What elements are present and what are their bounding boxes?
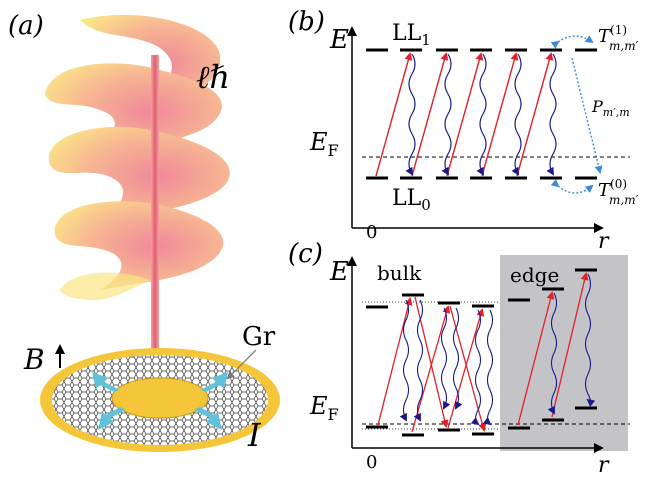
absorption-arrow: [481, 52, 519, 177]
field-label: B: [23, 343, 45, 376]
current-arrow: [194, 407, 222, 430]
graphene-disk: [40, 348, 280, 452]
emission-wave: [482, 309, 494, 426]
current-label: I: [247, 416, 262, 454]
emission-wave: [405, 53, 416, 176]
current-arrow: [200, 372, 228, 392]
origin-label: 0: [366, 222, 377, 243]
emission-wave: [476, 53, 487, 176]
emission-wave: [546, 53, 557, 176]
helix-lobe: [60, 272, 150, 300]
panel-b-label: (b): [288, 7, 325, 37]
fermi-label: EF: [309, 392, 339, 424]
emission-wave: [470, 309, 482, 426]
panel-c: (c) E r 0 bulk edge EF: [288, 239, 630, 478]
inner-contact: [111, 377, 209, 419]
absorption-arrow: [375, 52, 413, 177]
panel-a: (a) ℓℏ Gr: [8, 11, 280, 454]
absorption-arrows: [375, 52, 554, 177]
emission-wave: [547, 292, 558, 415]
ll1-label: LL1: [392, 21, 431, 49]
absorption-arrow: [447, 308, 485, 429]
helix-lobe: [48, 126, 230, 225]
scattering-arrows: [550, 35, 603, 194]
bulk-label: bulk: [377, 261, 422, 285]
intra-ll0-scattering: [550, 179, 594, 194]
p-label: Pm′,m: [591, 97, 630, 119]
fermi-label: EF: [309, 128, 339, 160]
edge-label: edge: [510, 263, 559, 287]
panel-c-label: (c): [288, 239, 323, 269]
emission-waves: [405, 53, 557, 176]
graphene-pointer: [226, 349, 257, 380]
emission-wave: [452, 307, 463, 410]
oam-label: ℓℏ: [196, 58, 230, 96]
energy-axis-label: E: [329, 257, 349, 287]
absorption-arrow: [411, 52, 449, 177]
energy-axis-label: E: [329, 25, 349, 55]
bulk-absorption-arrows: [377, 296, 487, 433]
origin-label: 0: [366, 452, 377, 473]
edge-emission-waves: [547, 273, 596, 415]
absorption-arrow: [551, 272, 589, 418]
current-arrow: [92, 372, 120, 392]
current-arrows: [92, 372, 228, 430]
edge-levels: [508, 268, 597, 430]
absorption-arrow: [446, 52, 484, 177]
emission-wave: [511, 53, 522, 176]
emission-wave: [440, 307, 451, 410]
absorption-arrow: [517, 291, 555, 426]
graphene-label: Gr: [242, 322, 276, 352]
helix-lobe: [54, 201, 224, 290]
emission-wave: [441, 53, 452, 176]
emission-wave: [413, 299, 424, 422]
helical-beam: [45, 14, 230, 300]
panel-b: (b) E r 0 EF LL1 LL: [288, 7, 639, 254]
panel-a-label: (a): [8, 11, 44, 41]
helix-lobe: [45, 63, 222, 160]
ll0-label: LL0: [392, 186, 431, 214]
light-beam: [151, 55, 159, 355]
inter-ll-scattering: [571, 57, 603, 174]
t1-label: T(1) m,m′: [598, 23, 639, 53]
absorption-arrow: [377, 297, 413, 426]
intra-ll1-scattering: [550, 35, 594, 49]
position-axis-label: r: [598, 229, 610, 254]
position-axis-label: r: [598, 453, 610, 478]
emission-wave: [399, 299, 410, 422]
edge-absorption-arrows: [517, 272, 589, 426]
bulk-levels: [366, 293, 494, 437]
emission-wave: [584, 273, 596, 407]
t0-label: T(0) m,m′: [598, 177, 639, 207]
current-arrow: [98, 407, 126, 430]
bulk-emission-waves: [399, 299, 494, 426]
absorption-arrow: [516, 52, 554, 177]
